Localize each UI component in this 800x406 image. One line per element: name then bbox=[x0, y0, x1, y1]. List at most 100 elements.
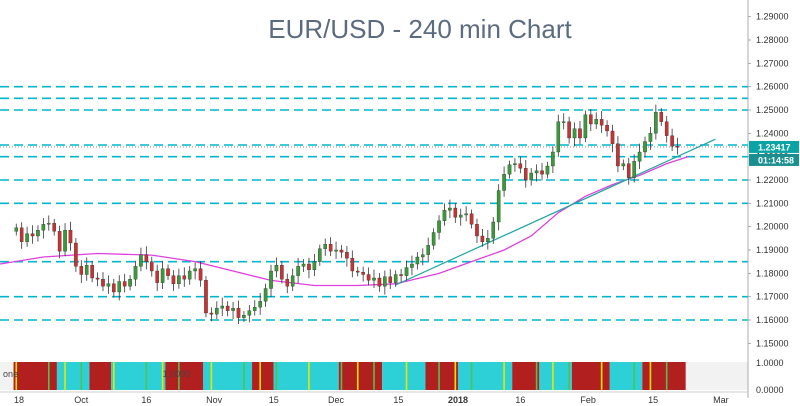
x-tick-label: 15 bbox=[269, 395, 279, 405]
candle-49 bbox=[280, 260, 284, 284]
candle-117 bbox=[648, 127, 653, 150]
candle-body bbox=[263, 288, 268, 302]
candle-20 bbox=[122, 273, 127, 293]
candle-116 bbox=[643, 136, 647, 158]
candle-body bbox=[68, 230, 73, 244]
candle-108 bbox=[599, 110, 604, 133]
candle-22 bbox=[133, 260, 138, 287]
candle-67 bbox=[377, 273, 382, 292]
level-lines bbox=[0, 85, 748, 321]
candle-body bbox=[139, 254, 143, 267]
candle-body bbox=[388, 276, 393, 283]
candle-body bbox=[448, 207, 452, 211]
candle-0 bbox=[14, 223, 19, 236]
candle-body bbox=[513, 163, 517, 165]
candle-body bbox=[204, 280, 208, 314]
candle-57 bbox=[323, 238, 327, 256]
indicator-stripe-72 bbox=[405, 362, 408, 390]
candle-body bbox=[74, 242, 78, 267]
candle-body bbox=[643, 141, 647, 153]
x-tick-label: Oct bbox=[74, 395, 89, 405]
indicator-stripe-102 bbox=[568, 362, 570, 390]
y-tick-label: 1.16000 bbox=[756, 315, 789, 325]
indicator-stripe-90 bbox=[503, 362, 505, 390]
indicator-stripe-120 bbox=[665, 362, 668, 390]
y-tick-label: 1.25000 bbox=[756, 105, 789, 115]
candles bbox=[14, 104, 680, 324]
candle-81 bbox=[453, 203, 458, 223]
candle-1 bbox=[19, 222, 24, 249]
candle-59 bbox=[334, 241, 338, 259]
candle-48 bbox=[274, 257, 279, 278]
candle-body bbox=[144, 254, 149, 262]
candle-body bbox=[507, 164, 512, 175]
last-price-label: 1.23417 bbox=[758, 142, 791, 152]
candle-body bbox=[307, 263, 311, 270]
candle-body bbox=[583, 114, 588, 139]
candle-110 bbox=[610, 124, 615, 153]
candle-62 bbox=[350, 250, 355, 278]
candle-body bbox=[355, 270, 360, 273]
candle-body bbox=[404, 267, 409, 276]
candle-13 bbox=[84, 257, 89, 281]
indicator-segment-15 bbox=[609, 362, 643, 390]
candle-body bbox=[556, 121, 561, 153]
candle-80 bbox=[448, 199, 452, 219]
candle-100 bbox=[556, 114, 561, 157]
candle-54 bbox=[307, 257, 311, 279]
candle-body bbox=[523, 168, 528, 181]
candle-body bbox=[19, 227, 24, 242]
candle-18 bbox=[112, 278, 116, 298]
candle-119 bbox=[659, 108, 664, 126]
indicator-stripe-81 bbox=[454, 362, 457, 390]
indicator-stripe-66 bbox=[373, 362, 375, 390]
indicator-segment-4 bbox=[165, 362, 204, 390]
candle-32 bbox=[187, 266, 192, 285]
trendline-layer bbox=[395, 138, 716, 286]
candle-28 bbox=[166, 264, 170, 280]
candle-body bbox=[578, 128, 582, 139]
candle-45 bbox=[258, 292, 262, 315]
indicator-segment-2 bbox=[89, 362, 112, 390]
candle-body bbox=[469, 213, 474, 225]
candle-body bbox=[318, 248, 322, 262]
candle-body bbox=[589, 114, 593, 125]
candle-74 bbox=[415, 252, 420, 270]
indicator-segment-0 bbox=[13, 362, 57, 390]
indicator-segment-16 bbox=[642, 362, 686, 390]
y-tick-label: 1.24000 bbox=[756, 128, 789, 138]
candle-body bbox=[215, 308, 219, 315]
candle-65 bbox=[366, 267, 371, 286]
x-tick-label: 2018 bbox=[448, 395, 468, 405]
indicator-stripe-42 bbox=[243, 362, 245, 390]
candle-body bbox=[63, 230, 67, 252]
candle-body bbox=[410, 263, 414, 268]
indicator-segment-14 bbox=[571, 362, 610, 390]
indicator-stripe-78 bbox=[438, 362, 440, 390]
indicator-segment-5 bbox=[203, 362, 253, 390]
candle-16 bbox=[101, 272, 105, 292]
candle-body bbox=[475, 224, 479, 237]
candle-body bbox=[95, 277, 100, 280]
indicator-strip: one 1.0000 bbox=[0, 362, 748, 390]
candle-body bbox=[339, 249, 344, 253]
indicator-segment-10 bbox=[425, 362, 459, 390]
candle-body bbox=[664, 121, 669, 136]
candle-body bbox=[626, 163, 631, 178]
candle-38 bbox=[220, 297, 225, 317]
candle-body bbox=[453, 207, 458, 218]
candle-73 bbox=[410, 255, 414, 276]
candle-body bbox=[567, 121, 571, 139]
trendline bbox=[395, 138, 716, 286]
candle-body bbox=[458, 214, 463, 218]
candle-body bbox=[361, 272, 365, 275]
candle-106 bbox=[589, 109, 593, 131]
candle-75 bbox=[421, 248, 425, 266]
candle-37 bbox=[215, 301, 219, 320]
candle-body bbox=[258, 301, 262, 308]
candle-97 bbox=[540, 162, 544, 181]
candle-body bbox=[431, 232, 436, 246]
candle-96 bbox=[534, 164, 539, 182]
y-tick-label: 1.22000 bbox=[756, 175, 789, 185]
